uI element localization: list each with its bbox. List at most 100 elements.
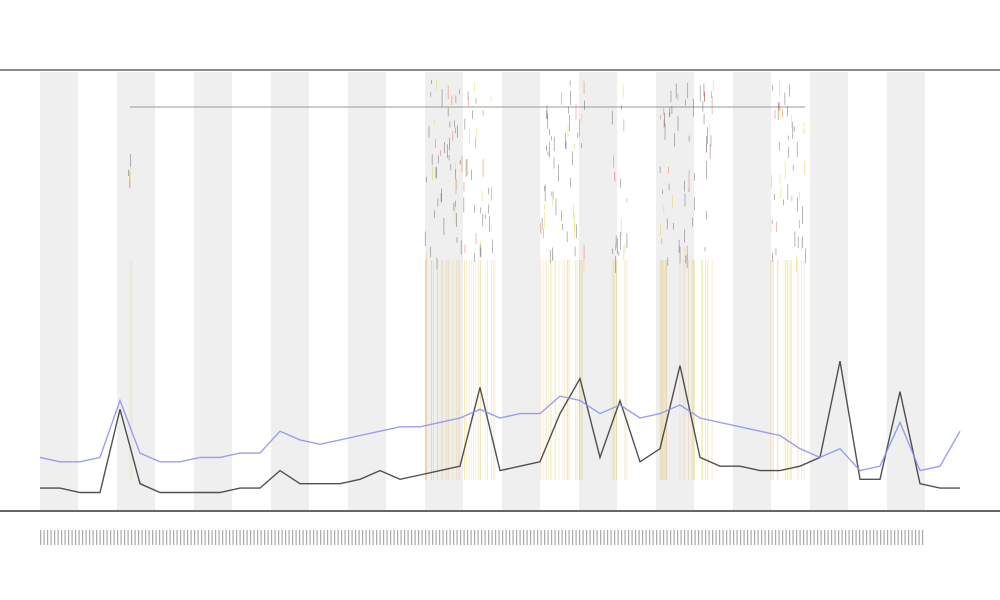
tick-strip bbox=[113, 530, 115, 545]
tick-strip bbox=[425, 530, 427, 545]
tick-strip bbox=[43, 530, 45, 545]
tick-strip bbox=[85, 530, 87, 545]
tick-strip bbox=[810, 530, 812, 545]
tick-strip bbox=[383, 530, 385, 545]
tick-strip bbox=[519, 530, 521, 545]
tick-strip bbox=[841, 530, 843, 545]
tick-strip bbox=[670, 530, 672, 545]
tick-strip bbox=[404, 530, 406, 545]
tick-strip bbox=[362, 530, 364, 545]
tick-strip bbox=[148, 530, 150, 545]
tick-strip bbox=[505, 530, 507, 545]
tick-strip bbox=[106, 530, 108, 545]
tick-strip bbox=[477, 530, 479, 545]
tick-strip bbox=[792, 530, 794, 545]
tick-strip bbox=[351, 530, 353, 545]
tick-strip bbox=[99, 530, 101, 545]
tick-strip bbox=[659, 530, 661, 545]
tick-strip bbox=[624, 530, 626, 545]
tick-strip bbox=[642, 530, 644, 545]
tick-strip bbox=[523, 530, 525, 545]
tick-strip bbox=[285, 530, 287, 545]
tick-strip bbox=[260, 530, 262, 545]
tick-strip bbox=[57, 530, 59, 545]
tick-strip bbox=[568, 530, 570, 545]
tick-strip bbox=[677, 530, 679, 545]
tick-strip bbox=[166, 530, 168, 545]
tick-strip bbox=[397, 530, 399, 545]
tick-strip bbox=[698, 530, 700, 545]
tick-strip bbox=[323, 530, 325, 545]
tick-strip bbox=[50, 530, 52, 545]
tick-strip bbox=[400, 530, 402, 545]
tick-strip bbox=[729, 530, 731, 545]
tick-strip bbox=[712, 530, 714, 545]
tick-strip bbox=[901, 530, 903, 545]
tick-strip bbox=[309, 530, 311, 545]
tick-strip bbox=[596, 530, 598, 545]
band bbox=[194, 72, 232, 510]
tick-strip bbox=[159, 530, 161, 545]
tick-strip bbox=[442, 530, 444, 545]
tick-strip bbox=[208, 530, 210, 545]
tick-strip bbox=[246, 530, 248, 545]
tick-strip bbox=[904, 530, 906, 545]
tick-strip bbox=[197, 530, 199, 545]
tick-strip bbox=[806, 530, 808, 545]
tick-strip bbox=[120, 530, 122, 545]
tick-strip bbox=[610, 530, 612, 545]
tick-strip bbox=[607, 530, 609, 545]
tick-strip bbox=[652, 530, 654, 545]
tick-strip bbox=[635, 530, 637, 545]
tick-strip bbox=[407, 530, 409, 545]
tick-strip bbox=[68, 530, 70, 545]
tick-strip bbox=[379, 530, 381, 545]
tick-strip bbox=[222, 530, 224, 545]
tick-strip bbox=[617, 530, 619, 545]
tick-strip bbox=[264, 530, 266, 545]
tick-strip bbox=[600, 530, 602, 545]
tick-strip bbox=[922, 530, 924, 545]
tick-strip bbox=[894, 530, 896, 545]
tick-strip bbox=[547, 530, 549, 545]
tick-strip bbox=[883, 530, 885, 545]
tick-strip bbox=[831, 530, 833, 545]
tick-strip bbox=[243, 530, 245, 545]
tick-strip bbox=[453, 530, 455, 545]
tick-strip bbox=[880, 530, 882, 545]
tick-strip bbox=[890, 530, 892, 545]
tick-strip bbox=[414, 530, 416, 545]
tick-strip bbox=[215, 530, 217, 545]
tick-strip bbox=[516, 530, 518, 545]
tick-strip bbox=[558, 530, 560, 545]
tick-strip bbox=[820, 530, 822, 545]
tick-strip bbox=[537, 530, 539, 545]
band bbox=[425, 72, 463, 510]
tick-strip bbox=[589, 530, 591, 545]
tick-strip bbox=[708, 530, 710, 545]
tick-strip bbox=[92, 530, 94, 545]
tick-strip bbox=[673, 530, 675, 545]
tick-strip bbox=[565, 530, 567, 545]
tick-strip bbox=[460, 530, 462, 545]
tick-strip bbox=[232, 530, 234, 545]
tick-strip bbox=[313, 530, 315, 545]
tick-strip bbox=[887, 530, 889, 545]
tick-strip bbox=[432, 530, 434, 545]
tick-strip bbox=[603, 530, 605, 545]
tick-strip bbox=[862, 530, 864, 545]
series-line bbox=[40, 360, 960, 494]
tick-strip bbox=[344, 530, 346, 545]
tick-strip bbox=[439, 530, 441, 545]
tick-strip bbox=[470, 530, 472, 545]
tick-strip bbox=[915, 530, 917, 545]
tick-strip bbox=[782, 530, 784, 545]
tick-strip bbox=[778, 530, 780, 545]
tick-strip bbox=[152, 530, 154, 545]
tick-strip bbox=[852, 530, 854, 545]
tick-strip bbox=[768, 530, 770, 545]
tick-strip bbox=[824, 530, 826, 545]
tick-strip bbox=[796, 530, 798, 545]
tick-strip bbox=[764, 530, 766, 545]
